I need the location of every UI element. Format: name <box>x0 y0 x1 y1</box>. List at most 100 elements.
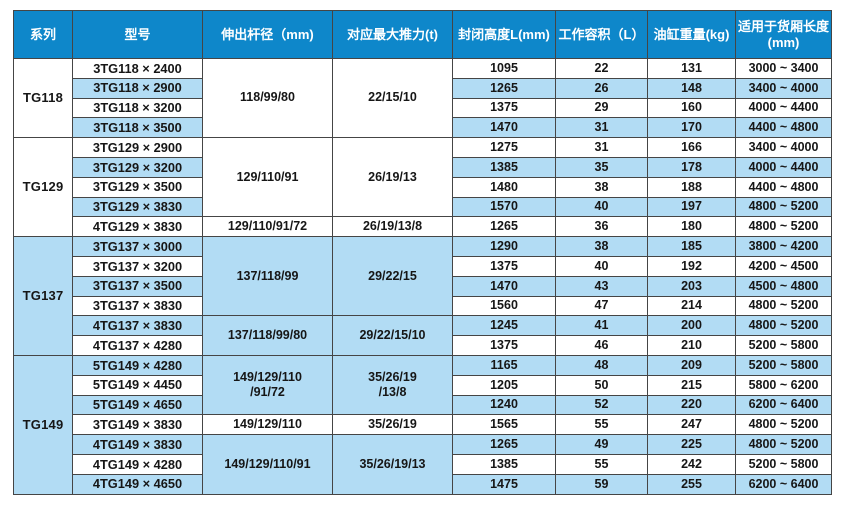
model-cell: 3TG129 × 2900 <box>72 137 203 158</box>
cargo-length-cell: 6200 ~ 6400 <box>735 473 832 495</box>
table-row: TG137 3TG137 × 3000 137/118/99 29/22/15 1290… <box>13 236 832 356</box>
cargo-length-cell: 4800 ~ 5200 <box>735 434 832 455</box>
table-row: 4TG137 × 4280 1375 46 210 5200 ~ 5800 <box>14 335 832 356</box>
closed-height-cell: 1385 <box>452 156 556 178</box>
closed-height-cell: 1470 <box>452 275 556 297</box>
cargo-length-cell: 4200 ~ 4500 <box>735 255 832 277</box>
max-thrust-cell: 29/22/15/10 <box>332 315 453 356</box>
cargo-length-cell: 4400 ~ 4800 <box>735 117 832 139</box>
table-row: 3TG137 × 3500 1470 43 203 4500 ~ 4800 <box>14 275 832 297</box>
working-volume-cell: 46 <box>555 335 648 356</box>
column-header-max-thrust: 对应最大推力(t) <box>332 10 453 59</box>
rod-diameter-cell: 149/129/110 /91/72 <box>202 354 333 416</box>
max-thrust-cell: 22/15/10 <box>332 57 453 139</box>
model-cell: 4TG149 × 3830 <box>72 434 203 455</box>
series-cell: TG149 <box>13 354 73 495</box>
rod-diameter-cell: 137/118/99/80 <box>202 315 333 356</box>
cylinder-weight-cell: 178 <box>647 156 736 178</box>
model-cell: 5TG149 × 4280 <box>72 354 203 376</box>
model-cell: 3TG129 × 3200 <box>72 156 203 178</box>
working-volume-cell: 48 <box>555 354 648 376</box>
model-cell: 3TG137 × 3000 <box>72 236 203 257</box>
closed-height-cell: 1375 <box>452 335 556 356</box>
cargo-length-cell: 3400 ~ 4000 <box>735 137 832 158</box>
closed-height-cell: 1095 <box>452 58 556 79</box>
cargo-length-cell: 4000 ~ 4400 <box>735 156 832 178</box>
table-row: 3TG118 × 2900 1265 26 148 3400 ~ 4000 <box>14 77 832 99</box>
cargo-length-cell: 4800 ~ 5200 <box>735 216 832 238</box>
model-cell: 3TG118 × 3500 <box>72 117 203 139</box>
cylinder-weight-cell: 209 <box>647 354 736 376</box>
cylinder-weight-cell: 255 <box>647 473 736 495</box>
cylinder-weight-cell: 225 <box>647 434 736 455</box>
rod-diameter-cell: 129/110/91 <box>202 137 333 218</box>
cylinder-weight-cell: 148 <box>647 77 736 99</box>
rod-diameter-cell: 118/99/80 <box>202 57 333 139</box>
table-row: 5TG149 × 4450 1205 50 215 5800 ~ 6200 <box>14 374 832 396</box>
column-header-series: 系列 <box>13 10 73 59</box>
closed-height-cell: 1385 <box>452 453 556 475</box>
working-volume-cell: 52 <box>555 394 648 416</box>
closed-height-cell: 1205 <box>452 374 556 396</box>
model-cell: 4TG129 × 3830 <box>72 216 203 238</box>
closed-height-cell: 1245 <box>452 315 556 337</box>
model-cell: 3TG118 × 2400 <box>72 58 203 79</box>
cylinder-weight-cell: 131 <box>647 58 736 79</box>
closed-height-cell: 1475 <box>452 473 556 495</box>
working-volume-cell: 47 <box>555 295 648 317</box>
cargo-length-cell: 4800 ~ 5200 <box>735 295 832 317</box>
table-row: 4TG149 × 4650 1475 59 255 6200 ~ 6400 <box>14 473 832 495</box>
table-row: TG118 3TG118 × 2400 118/99/80 22/15/10 1095 2… <box>13 57 832 139</box>
cylinder-weight-cell: 200 <box>647 315 736 337</box>
closed-height-cell: 1480 <box>452 176 556 198</box>
max-thrust-cell: 35/26/19 <box>332 414 453 436</box>
table-row: 3TG137 × 3200 1375 40 192 4200 ~ 4500 <box>14 255 832 277</box>
working-volume-cell: 22 <box>555 58 648 79</box>
cylinder-weight-cell: 192 <box>647 255 736 277</box>
model-cell: 3TG137 × 3830 <box>72 295 203 317</box>
column-header-model: 型号 <box>72 10 203 59</box>
model-cell: 3TG149 × 3830 <box>72 414 203 436</box>
table-header: 系列 型号 伸出杆径（mm) 对应最大推力(t) 封闭高度L(mm) 工作容积（L） 油缸重… <box>13 10 832 59</box>
cylinder-weight-cell: 185 <box>647 236 736 257</box>
table-row: TG129 3TG129 × 2900 129/110/91 26/19/13 1275… <box>13 137 832 238</box>
cylinder-weight-cell: 242 <box>647 453 736 475</box>
closed-height-cell: 1275 <box>452 137 556 158</box>
rod-diameter-cell: 149/129/110 <box>202 414 333 436</box>
table-row: 3TG129 × 3830 1570 40 197 4800 ~ 5200 <box>14 196 832 218</box>
model-cell: 3TG129 × 3830 <box>72 196 203 218</box>
rod-diameter-cell: 137/118/99 <box>202 236 333 317</box>
model-cell: 4TG137 × 4280 <box>72 335 203 356</box>
cylinder-weight-cell: 247 <box>647 414 736 436</box>
cargo-length-cell: 3000 ~ 3400 <box>735 58 832 79</box>
column-header-closed-height: 封闭高度L(mm) <box>452 10 556 59</box>
spec-table: 系列 型号 伸出杆径（mm) 对应最大推力(t) 封闭高度L(mm) 工作容积（L） 油缸重… <box>13 10 832 495</box>
model-cell: 5TG149 × 4650 <box>72 394 203 416</box>
table-body: TG118 3TG118 × 2400 118/99/80 22/15/10 1095 2… <box>13 57 832 495</box>
closed-height-cell: 1290 <box>452 236 556 257</box>
cylinder-weight-cell: 166 <box>647 137 736 158</box>
max-thrust-cell: 29/22/15 <box>332 236 453 317</box>
table-row: 3TG129 × 3500 1480 38 188 4400 ~ 4800 <box>14 176 832 198</box>
series-cell: TG137 <box>13 236 73 356</box>
working-volume-cell: 40 <box>555 255 648 277</box>
working-volume-cell: 55 <box>555 453 648 475</box>
working-volume-cell: 55 <box>555 414 648 436</box>
cylinder-weight-cell: 203 <box>647 275 736 297</box>
working-volume-cell: 26 <box>555 77 648 99</box>
column-header-cargo-length: 适用于货厢长度 (mm) <box>735 10 832 59</box>
table-row: 4TG129 × 3830 129/110/91/72 26/19/13/8 1265… <box>14 216 832 238</box>
closed-height-cell: 1375 <box>452 255 556 277</box>
working-volume-cell: 50 <box>555 374 648 396</box>
closed-height-cell: 1165 <box>452 354 556 376</box>
table-row: 4TG149 × 3830 149/129/110/91 35/26/19/13 12… <box>14 434 832 495</box>
cargo-length-cell: 4800 ~ 5200 <box>735 414 832 436</box>
cargo-length-cell: 3800 ~ 4200 <box>735 236 832 257</box>
cargo-length-cell: 3400 ~ 4000 <box>735 77 832 99</box>
column-header-working-volume: 工作容积（L） <box>555 10 648 59</box>
cargo-length-cell: 5200 ~ 5800 <box>735 354 832 376</box>
table-row: 3TG118 × 3200 1375 29 160 4000 ~ 4400 <box>14 97 832 119</box>
cylinder-weight-cell: 215 <box>647 374 736 396</box>
closed-height-cell: 1265 <box>452 434 556 455</box>
